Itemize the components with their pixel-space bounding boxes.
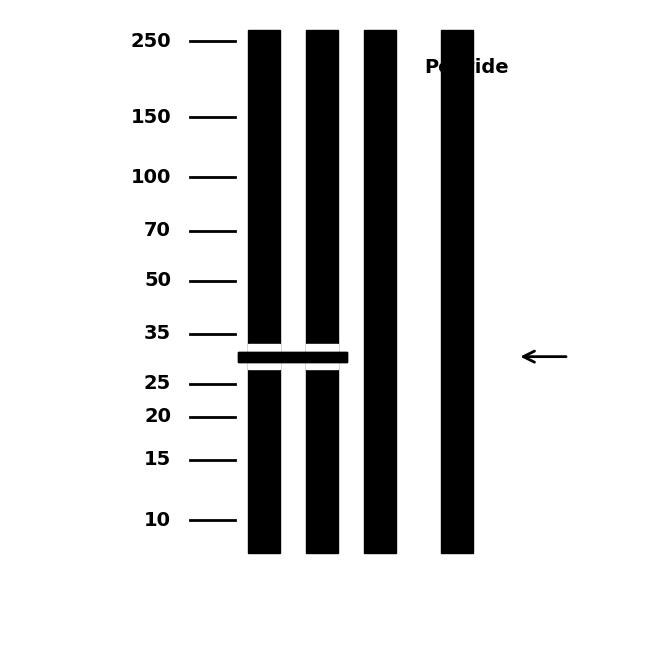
Bar [239, 351, 348, 362]
Bar [306, 344, 338, 369]
Bar [248, 30, 280, 553]
Text: 35: 35 [144, 324, 171, 343]
Text: 15: 15 [144, 450, 171, 469]
Text: -: - [260, 58, 268, 78]
Text: 20: 20 [144, 408, 171, 426]
Text: -: - [318, 58, 326, 78]
Text: +: + [371, 58, 388, 78]
Text: 25: 25 [144, 374, 171, 393]
Text: 70: 70 [144, 221, 171, 240]
Bar [441, 30, 473, 553]
Text: Peptide: Peptide [424, 58, 509, 78]
Text: 10: 10 [144, 510, 171, 530]
Text: 150: 150 [131, 107, 171, 127]
Text: 100: 100 [131, 168, 171, 187]
Text: 50: 50 [144, 271, 171, 290]
Bar [363, 30, 396, 553]
Bar [306, 30, 338, 553]
Bar [239, 351, 348, 362]
Bar [248, 344, 280, 369]
Text: 250: 250 [131, 32, 171, 50]
